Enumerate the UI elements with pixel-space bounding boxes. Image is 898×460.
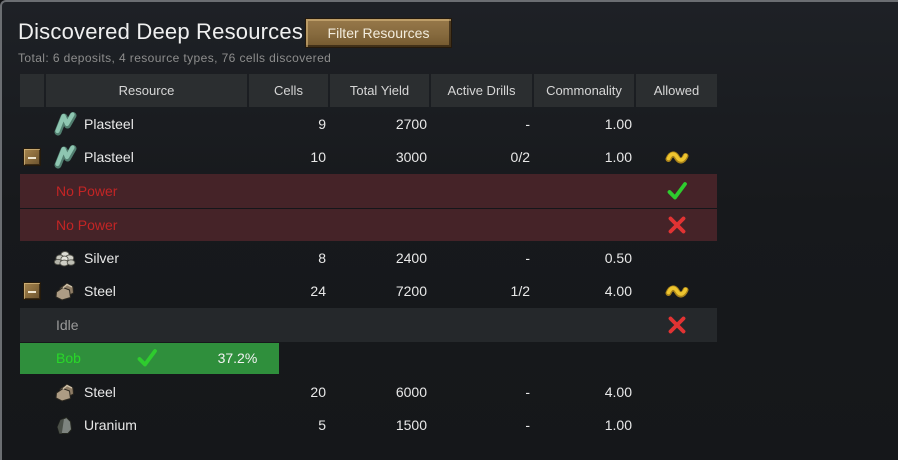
commonality-value: 0.50 — [604, 249, 632, 266]
allowed-check-icon[interactable] — [665, 179, 689, 203]
resource-row[interactable]: Steel 20 6000 - 4.00 — [20, 375, 717, 409]
active-drills-value: - — [525, 383, 530, 400]
allowed-cell — [636, 141, 717, 175]
commonality-value: 1.00 — [604, 115, 632, 132]
allowed-cell — [46, 342, 247, 376]
table-body: Plasteel 9 2700 - 1.00 Plasteel 10 3000 0/2 1.00 N… — [20, 107, 717, 442]
active-drills-value: 0/2 — [510, 149, 530, 166]
page-title: Discovered Deep Resources — [18, 19, 304, 44]
resource-cell: Plasteel — [46, 107, 247, 141]
commonality-value: 1.00 — [604, 417, 632, 434]
allowed-partial-icon[interactable] — [665, 145, 689, 169]
resource-cell: Silver — [46, 241, 247, 275]
allowed-cell — [636, 174, 717, 208]
allowed-cell — [636, 241, 717, 275]
status-label: No Power — [56, 182, 118, 199]
cells-value: 10 — [310, 149, 326, 166]
resource-row[interactable]: Plasteel 9 2700 - 1.00 — [20, 107, 717, 141]
cells-value: 5 — [318, 417, 326, 434]
column-header-cells: Cells — [249, 74, 328, 107]
collapse-button[interactable] — [23, 282, 41, 301]
commonality-value: 4.00 — [604, 283, 632, 300]
resource-name: Steel — [84, 283, 116, 300]
column-header-total-yield: Total Yield — [330, 74, 429, 107]
column-header-expander — [20, 74, 44, 107]
filter-resources-button[interactable]: Filter Resources — [305, 18, 452, 48]
total-yield-value: 3000 — [395, 149, 427, 166]
commonality-value: 4.00 — [604, 383, 632, 400]
progress-percent: 37.2% — [217, 350, 258, 367]
expander-cell — [20, 375, 44, 409]
collapse-button[interactable] — [23, 148, 41, 167]
resource-cell: Uranium — [46, 409, 247, 443]
resource-name: Plasteel — [84, 149, 134, 166]
status-label: Idle — [56, 316, 79, 333]
resource-row[interactable]: Steel 24 7200 1/2 4.00 — [20, 275, 717, 309]
allowed-check-icon[interactable] — [135, 346, 159, 370]
allowed-partial-icon[interactable] — [665, 279, 689, 303]
table-header-row: Resource Cells Total Yield Active Drills… — [20, 74, 717, 107]
total-yield-value: 2400 — [395, 249, 427, 266]
drill-pawn-row: Bob 37.2% — [20, 342, 717, 376]
drill-status-row: No Power — [20, 207, 717, 242]
resource-row[interactable]: Plasteel 10 3000 0/2 1.00 — [20, 141, 717, 175]
expander-cell — [20, 241, 44, 275]
allowed-cell — [636, 275, 717, 309]
allowed-cell — [636, 107, 717, 141]
cells-value: 8 — [318, 249, 326, 266]
allowed-cell — [636, 209, 717, 242]
plasteel-icon — [52, 144, 78, 170]
expander-cell — [20, 107, 44, 141]
steel-icon — [52, 379, 78, 405]
expander-cell — [20, 141, 44, 175]
cells-value: 20 — [310, 383, 326, 400]
expander-cell — [20, 409, 44, 443]
active-drills-value: - — [525, 417, 530, 434]
drill-status-row: No Power — [20, 174, 717, 208]
resource-cell: Steel — [46, 375, 247, 409]
column-header-allowed: Allowed — [636, 74, 717, 107]
column-header-commonality: Commonality — [534, 74, 634, 107]
total-yield-value: 2700 — [395, 115, 427, 132]
steel-icon — [52, 278, 78, 304]
resource-name: Uranium — [84, 417, 137, 434]
allowed-cell — [636, 409, 717, 443]
column-header-resource: Resource — [46, 74, 247, 107]
commonality-value: 1.00 — [604, 149, 632, 166]
active-drills-value: - — [525, 115, 530, 132]
drill-status-row: Idle — [20, 308, 717, 342]
minus-icon — [28, 291, 36, 294]
allowed-cell — [636, 308, 717, 342]
resources-table: Resource Cells Total Yield Active Drills… — [20, 74, 717, 442]
status-label: No Power — [56, 216, 118, 233]
resource-cell: Steel — [46, 275, 247, 309]
silver-icon — [52, 245, 78, 271]
active-drills-value: 1/2 — [510, 283, 530, 300]
allowed-cross-icon[interactable] — [665, 213, 689, 237]
pawn-name: Bob — [56, 350, 81, 367]
resource-name: Steel — [84, 383, 116, 400]
active-drills-value: - — [525, 249, 530, 266]
totals-summary: Total: 6 deposits, 4 resource types, 76 … — [18, 51, 332, 65]
resource-row[interactable]: Uranium 5 1500 - 1.00 — [20, 409, 717, 443]
expander-cell — [20, 275, 44, 309]
resource-name: Plasteel — [84, 115, 134, 132]
resource-name: Silver — [84, 249, 120, 266]
total-yield-value: 7200 — [395, 283, 427, 300]
minus-icon — [28, 157, 36, 160]
total-yield-value: 1500 — [395, 417, 427, 434]
cells-value: 24 — [310, 283, 326, 300]
column-header-active-drills: Active Drills — [431, 74, 532, 107]
total-yield-value: 6000 — [395, 383, 427, 400]
resource-cell: Plasteel — [46, 141, 247, 175]
cells-value: 9 — [318, 115, 326, 132]
uranium-icon — [52, 412, 78, 438]
allowed-cell — [636, 375, 717, 409]
resource-row[interactable]: Silver 8 2400 - 0.50 — [20, 241, 717, 275]
allowed-cross-icon[interactable] — [665, 313, 689, 337]
plasteel-icon — [52, 111, 78, 137]
